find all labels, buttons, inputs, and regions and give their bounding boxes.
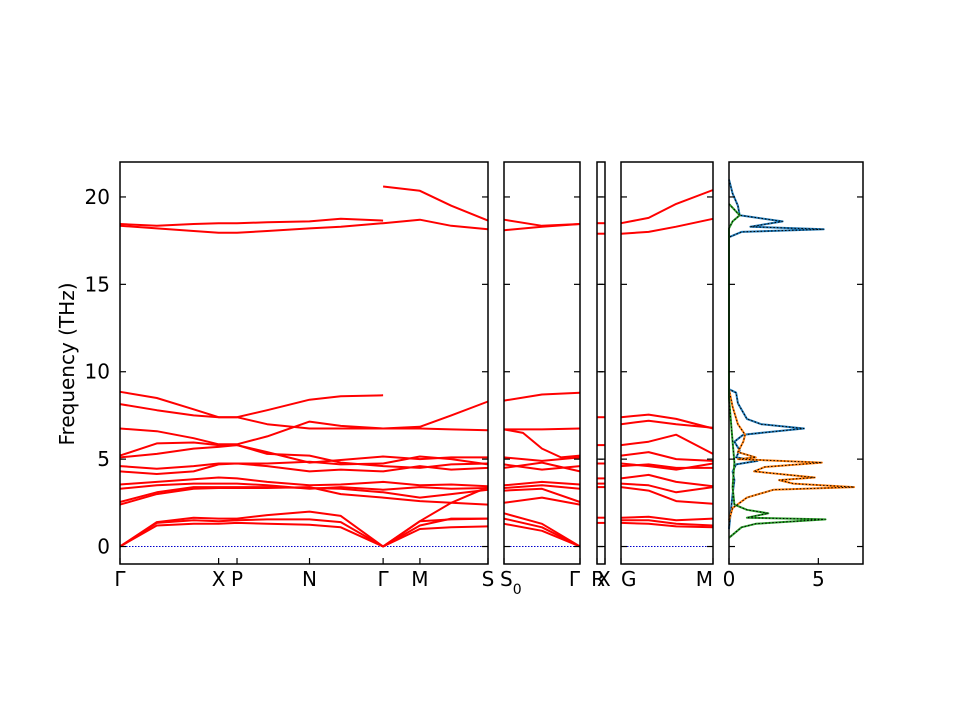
panel-4-band-line <box>620 463 713 469</box>
panel-1-x-label: X <box>212 567 226 591</box>
panel-frames <box>119 161 864 565</box>
panel-2-band-line <box>504 427 581 431</box>
dos-x-tick-label: 0 <box>723 567 736 591</box>
panel-1-band-line <box>119 455 489 470</box>
panel-4-frame <box>620 161 714 565</box>
panel-3-frame <box>596 161 606 565</box>
panel-1-band-line <box>119 510 489 548</box>
panel-4-x-label: M <box>696 567 713 591</box>
panel-4-band-line <box>620 217 714 235</box>
y-tick-label: 0 <box>97 535 110 559</box>
dos-total-dotted-line <box>728 389 855 521</box>
panel-2-band-line <box>503 512 581 548</box>
panel-2-band-line <box>503 480 581 487</box>
panel-2-band-line <box>503 461 581 473</box>
panel-4-band-line <box>620 486 714 505</box>
panel-1-band-line <box>382 486 489 548</box>
panel-1-x-label: M <box>411 567 428 591</box>
dos-total-dotted-line <box>728 203 826 539</box>
panel-4-band-line <box>620 521 714 529</box>
panel-1-band-line <box>119 476 489 488</box>
panel-4-band-line <box>620 473 714 488</box>
panel-4-band-line <box>620 413 714 430</box>
panel-2-band-line <box>503 391 581 402</box>
panel-2-band-line <box>503 517 581 548</box>
panel-1-band-line <box>119 521 489 548</box>
panel-1-x-label: Γ <box>378 567 390 591</box>
dos-panel-frame <box>728 161 864 565</box>
panel-1-frame <box>119 161 489 565</box>
y-tick-label: 5 <box>97 447 110 471</box>
panel-2-band-line <box>503 223 581 232</box>
panel-1-band-line <box>119 517 488 548</box>
panel-1-band-line <box>119 400 489 446</box>
y-tick-label: 10 <box>85 360 110 384</box>
panel-3-x-label: R <box>591 567 605 591</box>
panel-1-band-line <box>119 390 384 419</box>
panel-1-x-label: N <box>302 567 317 591</box>
panel-2-band-line <box>503 456 581 462</box>
panel-1-band-line <box>119 444 489 469</box>
panel-2-band-line <box>503 496 581 506</box>
panel-1-band-line <box>119 403 489 432</box>
y-tick-label: 15 <box>85 272 110 296</box>
y-axis-label: Frequency (THz) <box>55 282 79 445</box>
panel-4-band-line <box>621 519 714 527</box>
panel-2-x-label: S0 <box>500 567 522 598</box>
panel-4-x-label: G <box>621 567 637 591</box>
panel-4-band-line <box>620 419 714 429</box>
panel-1-band-line <box>119 486 489 506</box>
panel-1-band-line <box>119 218 489 234</box>
panel-2-band-line <box>503 428 581 459</box>
panel-4-band-line <box>620 433 714 455</box>
panel-2-frame <box>503 161 581 565</box>
y-tick-label: 20 <box>85 185 110 209</box>
panel-4-band-line <box>620 451 714 462</box>
panel-1-x-label: S <box>482 567 495 591</box>
panel-3-x-label: X <box>597 567 611 591</box>
panel-2-x-label: Γ <box>569 567 581 591</box>
band-lines <box>119 185 714 548</box>
panel-2-band-line <box>503 487 581 503</box>
panel-1-band-line <box>119 462 489 475</box>
dos-curves <box>728 179 856 539</box>
panel-1-x-label: Γ <box>114 567 126 591</box>
axis-ticks <box>119 196 863 564</box>
panel-4-band-line <box>620 482 714 494</box>
panel-2-band-line <box>503 484 581 490</box>
panel-1-x-label: P <box>231 567 243 591</box>
panel-2-band-line <box>503 522 581 548</box>
panel-4-band-line <box>620 189 714 225</box>
panel-1-band-line <box>119 441 488 464</box>
panel-4-band-line <box>620 515 714 522</box>
panel-1-band-line <box>382 185 489 222</box>
dos-x-tick-label: 5 <box>812 567 825 591</box>
panel-1-band-line <box>119 217 384 227</box>
